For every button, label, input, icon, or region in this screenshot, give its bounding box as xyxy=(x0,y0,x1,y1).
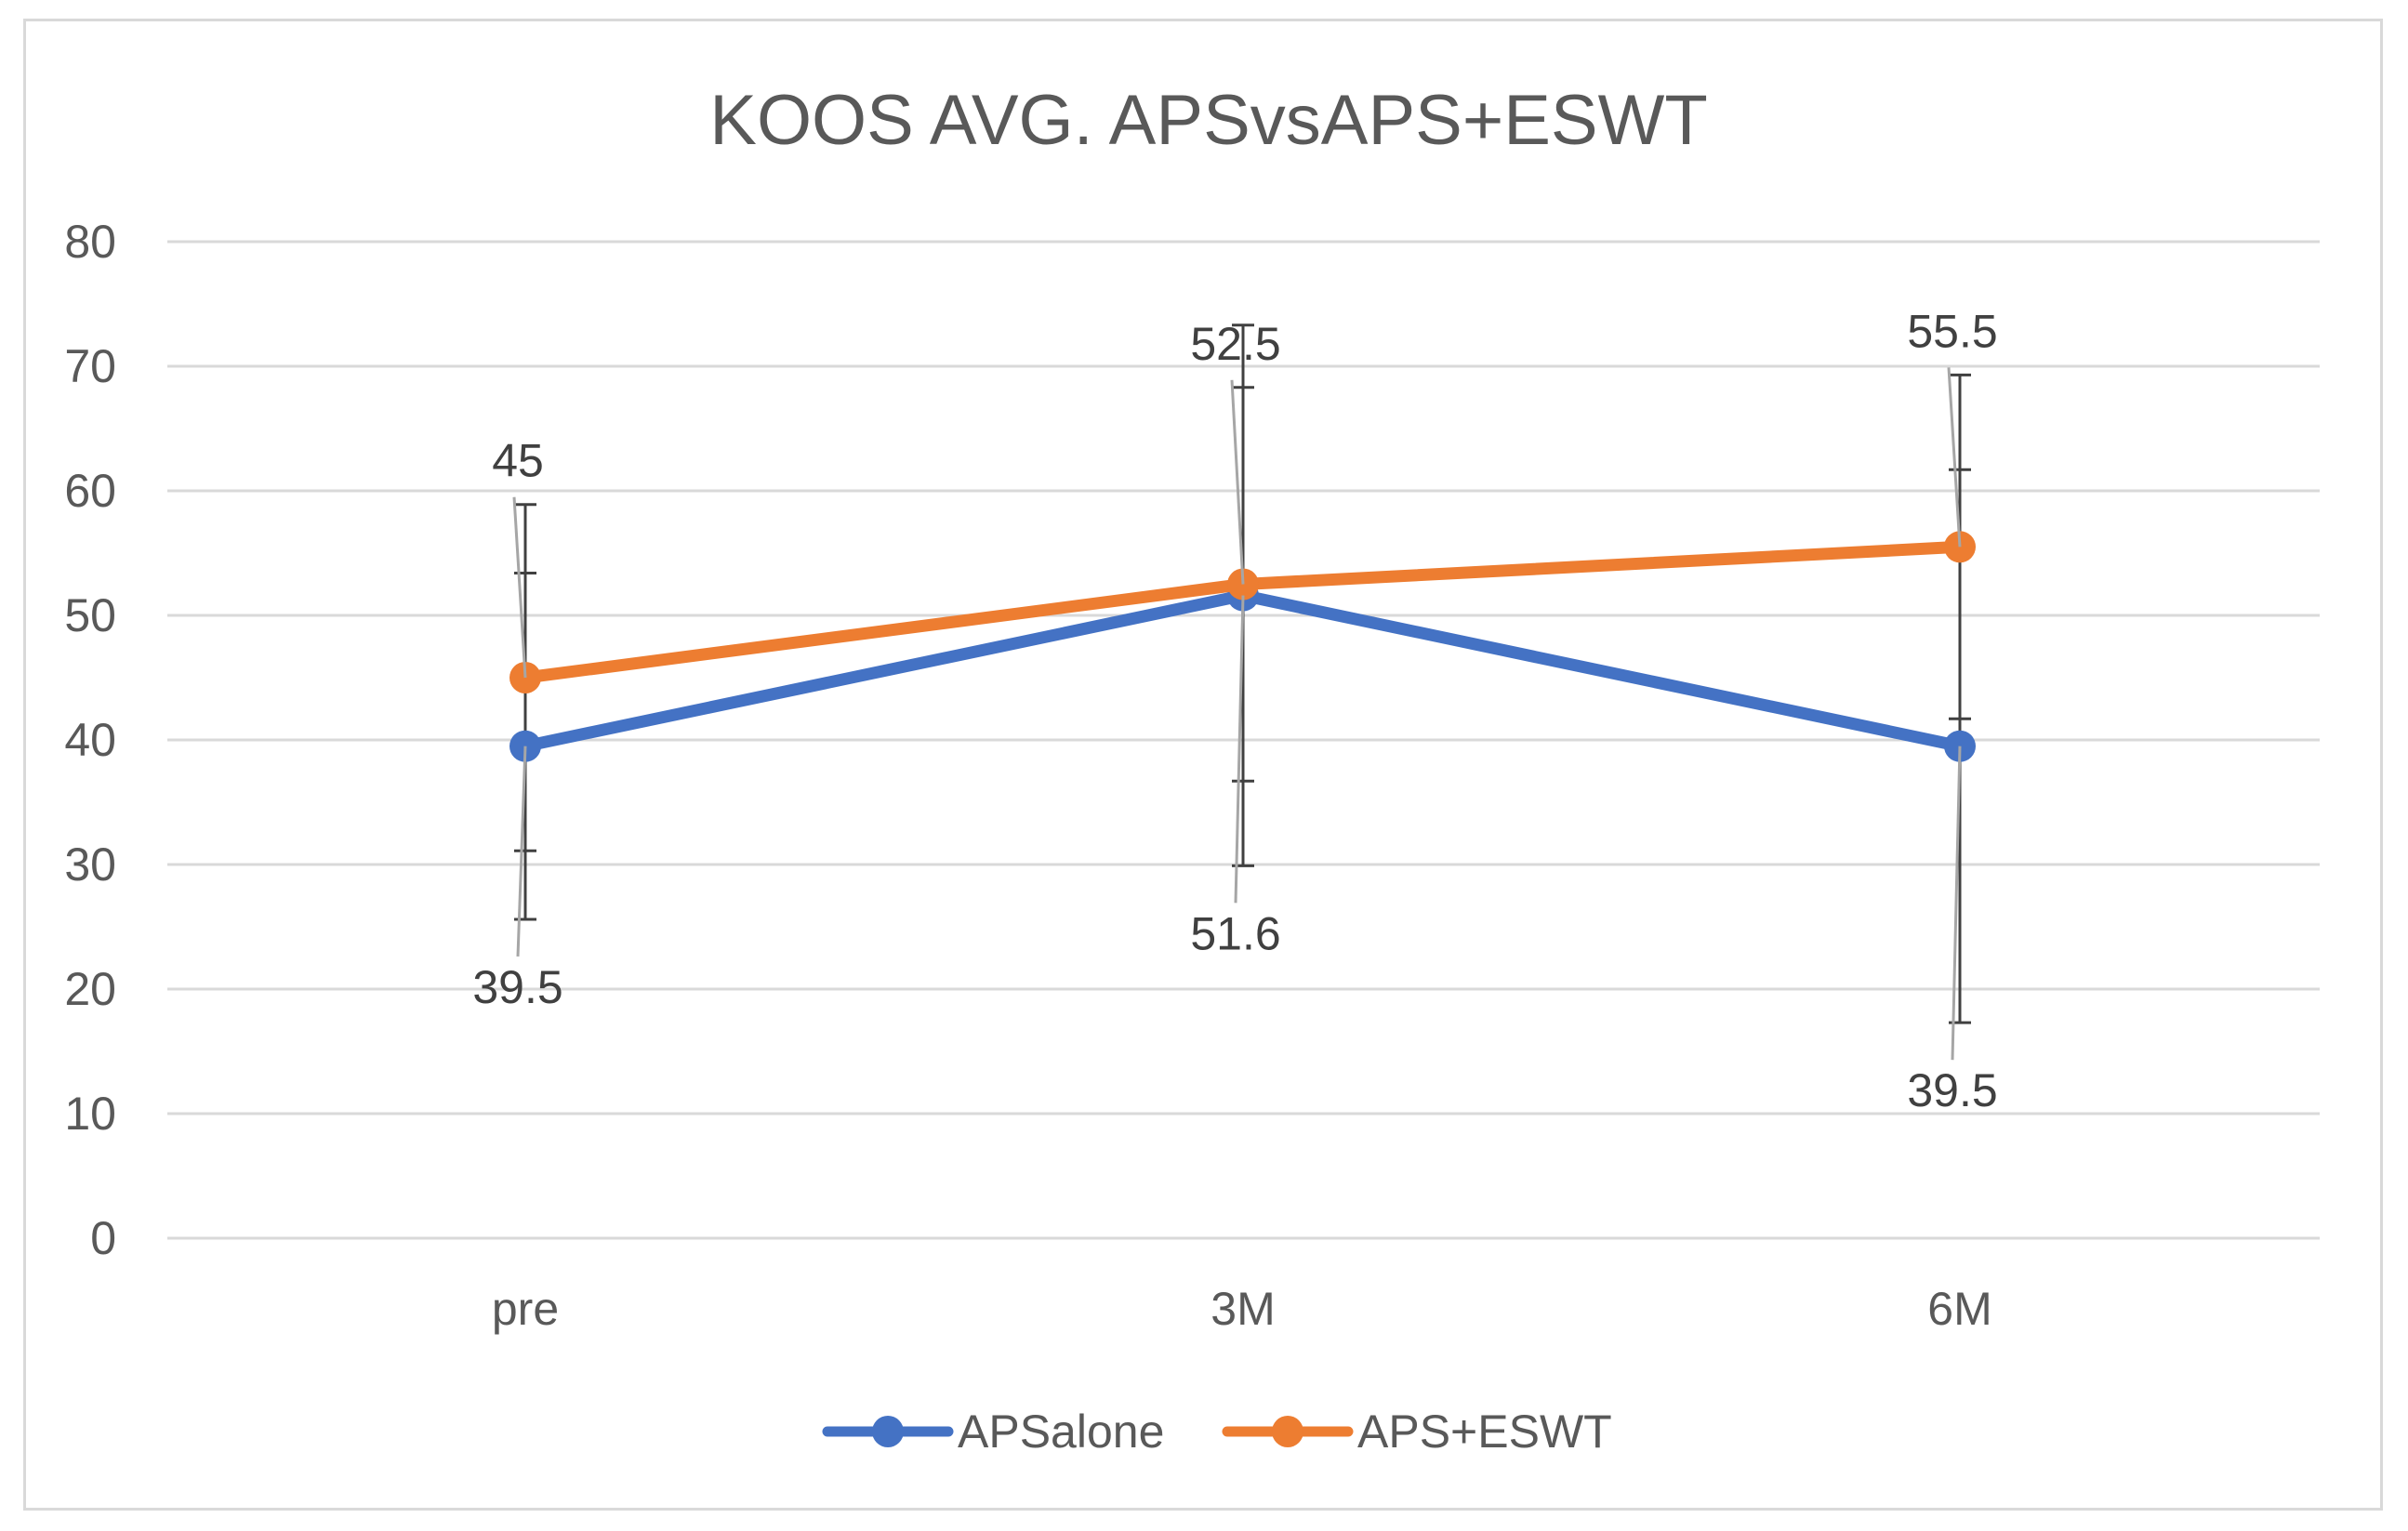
data-label-APS+ESWT-6M: 55.5 xyxy=(1907,305,1997,357)
y-tick-label: 20 xyxy=(64,963,116,1015)
chart-title: KOOS AVG. APSvsAPS+ESWT xyxy=(709,81,1708,160)
data-label-APSalone-pre: 39.5 xyxy=(472,961,562,1013)
y-tick-label: 60 xyxy=(64,465,116,517)
x-tick-label: 6M xyxy=(1927,1283,1991,1335)
leader-line xyxy=(1234,595,1245,904)
y-tick-label: 40 xyxy=(64,714,116,766)
y-tick-label: 50 xyxy=(64,589,116,641)
data-label-APSalone-6M: 39.5 xyxy=(1907,1064,1997,1116)
legend-marker-APS+ESWT xyxy=(1272,1416,1303,1447)
data-labels: 39.5 51.6 39.5 45 52.5 55.5 xyxy=(472,305,1997,1116)
leader-line xyxy=(1230,379,1245,585)
legend: APSalone APS+ESWT xyxy=(822,1406,1612,1458)
y-tick-label: 30 xyxy=(64,838,116,891)
leader-line xyxy=(512,496,527,679)
legend-marker-APSalone xyxy=(872,1416,904,1447)
leader-line xyxy=(516,746,527,957)
chart-frame xyxy=(23,19,2383,1511)
y-tick-label: 80 xyxy=(64,216,116,268)
legend-label-APS+ESWT: APS+ESWT xyxy=(1357,1406,1612,1458)
data-label-APS+ESWT-pre: 45 xyxy=(492,435,544,487)
y-tick-label: 70 xyxy=(64,340,116,392)
x-tick-label: pre xyxy=(492,1283,559,1335)
data-label-APS+ESWT-3M: 52.5 xyxy=(1190,318,1280,370)
y-tick-label: 10 xyxy=(64,1088,116,1140)
leader-line xyxy=(1951,746,1962,1061)
legend-label-APSalone: APSalone xyxy=(958,1406,1164,1458)
leader-line xyxy=(1947,367,1962,548)
data-label-APSalone-3M: 51.6 xyxy=(1190,907,1280,959)
x-tick-label: 3M xyxy=(1211,1283,1275,1335)
y-tick-label: 0 xyxy=(90,1212,116,1264)
y-axis-ticks: 0 10 20 30 40 50 60 70 80 xyxy=(64,216,116,1264)
x-axis-ticks: pre 3M 6M xyxy=(492,1283,1992,1335)
